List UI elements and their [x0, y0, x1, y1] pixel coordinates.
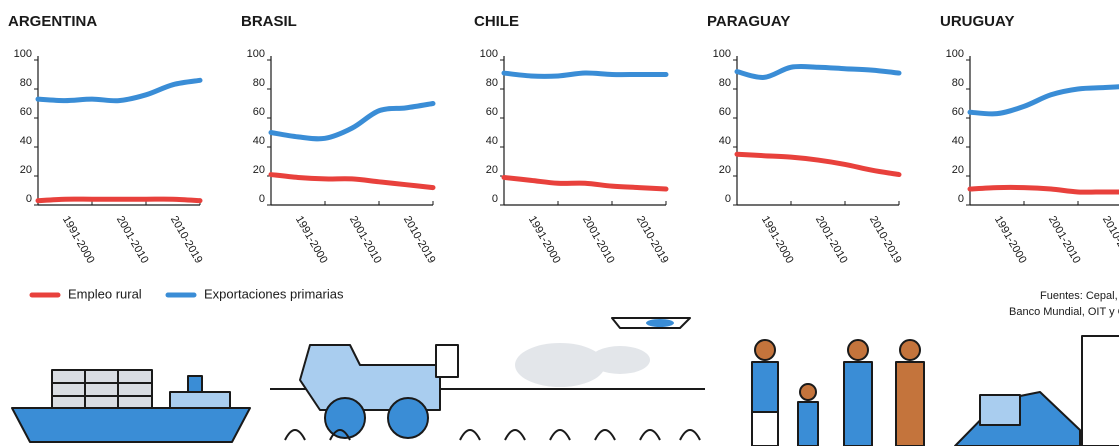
y-tick-label: 80 — [719, 77, 731, 89]
series-line — [268, 101, 436, 142]
cloud — [590, 346, 650, 374]
wheel — [324, 397, 366, 439]
x-tick-label: 2001-2010 — [580, 214, 617, 266]
chart-title: BRASIL — [241, 13, 297, 30]
y-tick-label: 20 — [719, 164, 731, 176]
y-tick-label: 100 — [247, 48, 265, 60]
chart: ARGENTINA 0 20 40 60 80 100 1991-2000 2001-2010 2… — [8, 13, 205, 266]
x-tick-label: 2001-2010 — [347, 214, 384, 266]
cloud — [515, 343, 605, 387]
source-note: Banco Mundial, OIT y Grain — [1009, 306, 1119, 318]
chart-title: PARAGUAY — [707, 13, 790, 30]
containers — [51, 369, 153, 409]
chart: PARAGUAY 0 20 40 60 80 100 1991-2000 2001-2010 20… — [707, 13, 904, 266]
x-tick-label: 1991-2000 — [992, 214, 1029, 266]
cab — [435, 344, 459, 378]
y-tick-label: 40 — [952, 135, 964, 147]
x-tick-label: 2010-2019 — [634, 214, 671, 266]
plane-window — [646, 319, 674, 327]
chart-title: URUGUAY — [940, 13, 1014, 30]
chart: URUGUAY 0 20 40 60 80 100 1991-2000 2001-2010 201… — [940, 13, 1119, 266]
y-tick-label: 0 — [725, 193, 731, 205]
illustrations — [11, 317, 1119, 446]
chart-title: ARGENTINA — [8, 13, 97, 30]
crops — [284, 429, 701, 441]
y-tick-label: 0 — [492, 193, 498, 205]
x-tick-label: 1991-2000 — [759, 214, 796, 266]
y-tick-label: 60 — [952, 106, 964, 118]
series-line — [501, 174, 669, 192]
ship-hull — [11, 407, 251, 443]
chart-title: CHILE — [474, 13, 519, 30]
y-tick-label: 40 — [719, 135, 731, 147]
x-tick-label: 2001-2010 — [114, 214, 151, 266]
person-head — [899, 339, 921, 361]
y-tick-label: 80 — [952, 77, 964, 89]
series-line — [734, 63, 902, 80]
x-tick-label: 2010-2019 — [1100, 214, 1119, 266]
person-body — [751, 361, 779, 413]
y-tick-label: 60 — [719, 106, 731, 118]
x-tick-label: 2010-2019 — [401, 214, 438, 266]
chart: CHILE 0 20 40 60 80 100 1991-2000 2001-2010 2010-… — [474, 13, 671, 266]
child-body — [797, 401, 819, 446]
x-tick-label: 2001-2010 — [1046, 214, 1083, 266]
y-tick-label: 80 — [20, 77, 32, 89]
y-tick-label: 40 — [486, 135, 498, 147]
x-tick-label: 1991-2000 — [293, 214, 330, 266]
series-line — [268, 172, 436, 191]
source-note: Fuentes: Cepal, FAO, — [1040, 290, 1119, 302]
y-tick-label: 100 — [480, 48, 498, 60]
x-tick-label: 2010-2019 — [867, 214, 904, 266]
series-line — [501, 70, 669, 79]
y-tick-label: 20 — [20, 164, 32, 176]
wheel — [387, 397, 429, 439]
y-tick-label: 60 — [486, 106, 498, 118]
x-tick-label: 1991-2000 — [526, 214, 563, 266]
y-tick-label: 60 — [20, 106, 32, 118]
y-tick-label: 0 — [958, 193, 964, 205]
chart: BRASIL 0 20 40 60 80 100 1991-2000 2001-2010 2010… — [241, 13, 438, 266]
legend-label: Exportaciones primarias — [204, 286, 344, 301]
y-tick-label: 80 — [486, 77, 498, 89]
series-line — [35, 77, 203, 104]
y-tick-label: 0 — [259, 193, 265, 205]
bridge — [169, 391, 231, 409]
person-head — [754, 339, 776, 361]
y-tick-label: 100 — [14, 48, 32, 60]
y-tick-label: 80 — [253, 77, 265, 89]
y-tick-label: 0 — [26, 193, 32, 205]
y-tick-label: 100 — [946, 48, 964, 60]
funnel — [187, 375, 203, 393]
person-legs — [751, 411, 779, 446]
legend-label: Empleo rural — [68, 286, 142, 301]
y-tick-label: 20 — [486, 164, 498, 176]
person-body — [895, 361, 925, 446]
x-tick-label: 2010-2019 — [168, 214, 205, 266]
series-line — [967, 84, 1119, 117]
house — [979, 394, 1021, 426]
series-line — [967, 184, 1119, 195]
building — [1081, 335, 1119, 446]
harvester — [299, 344, 441, 411]
y-tick-label: 20 — [253, 164, 265, 176]
y-tick-label: 20 — [952, 164, 964, 176]
child-head — [799, 383, 817, 401]
y-tick-label: 60 — [253, 106, 265, 118]
series-line — [35, 196, 203, 204]
x-tick-label: 2001-2010 — [813, 214, 850, 266]
container-lines — [52, 370, 152, 408]
person-body — [843, 361, 873, 446]
x-tick-label: 1991-2000 — [60, 214, 97, 266]
y-tick-label: 100 — [713, 48, 731, 60]
series-line — [734, 151, 902, 178]
person-head — [847, 339, 869, 361]
y-tick-label: 40 — [253, 135, 265, 147]
y-tick-label: 40 — [20, 135, 32, 147]
